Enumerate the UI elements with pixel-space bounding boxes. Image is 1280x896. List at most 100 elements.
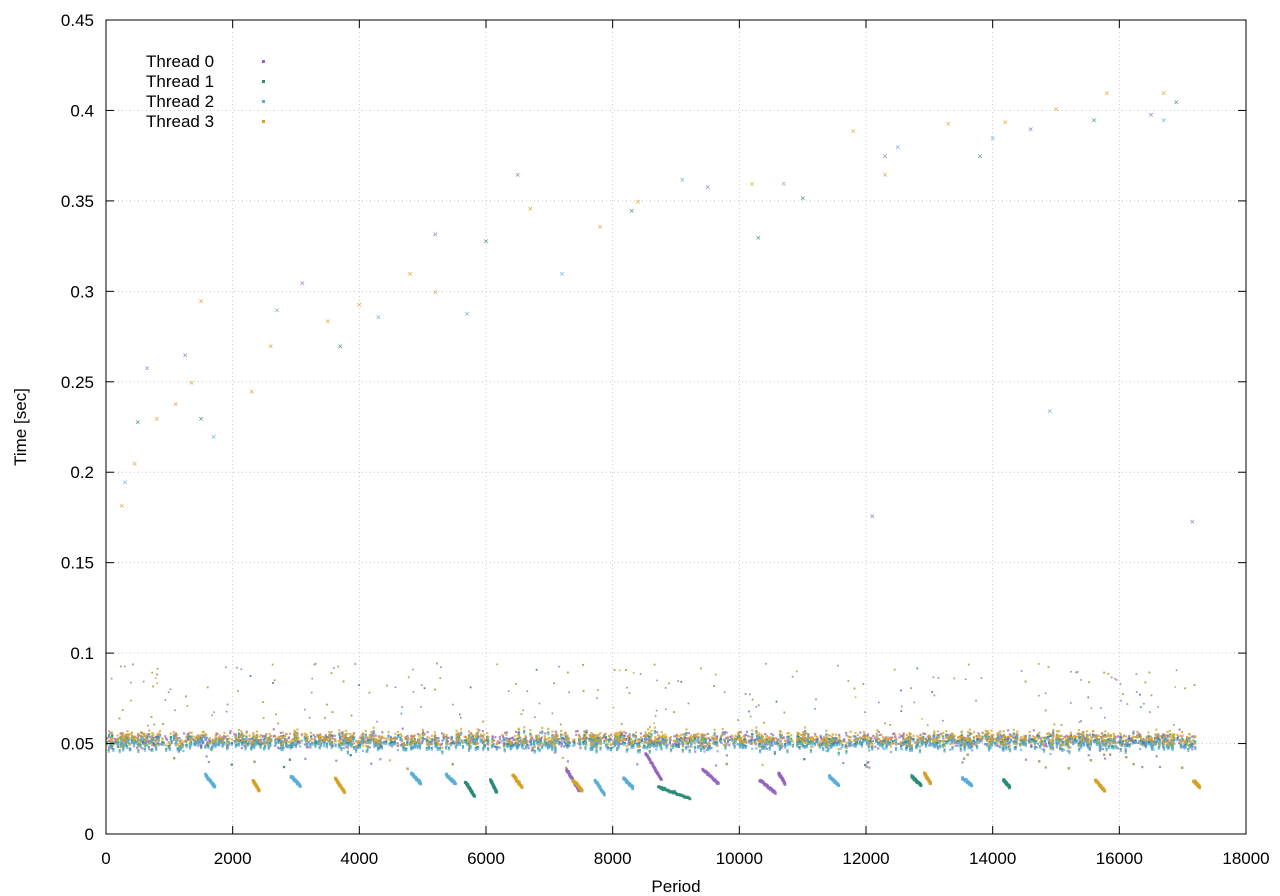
data-point xyxy=(728,744,731,747)
data-point xyxy=(820,745,823,748)
data-point xyxy=(268,743,272,747)
data-point xyxy=(283,738,287,741)
data-point xyxy=(305,746,308,749)
data-point xyxy=(1125,745,1128,748)
data-point xyxy=(1044,740,1047,743)
data-point xyxy=(987,749,991,752)
data-point xyxy=(584,746,587,749)
data-point xyxy=(433,738,437,741)
data-point xyxy=(583,741,587,744)
data-point xyxy=(169,736,172,739)
data-point xyxy=(883,740,886,743)
data-point xyxy=(624,731,627,735)
data-point xyxy=(1047,737,1050,740)
data-point xyxy=(658,745,661,748)
data-point xyxy=(902,741,905,745)
data-point xyxy=(403,747,407,750)
data-point xyxy=(306,743,309,746)
data-point xyxy=(950,740,954,743)
data-point xyxy=(451,778,455,782)
data-point xyxy=(1112,747,1115,750)
data-point xyxy=(838,741,841,744)
data-point xyxy=(1115,745,1118,748)
data-point xyxy=(200,746,203,749)
data-point xyxy=(708,748,711,751)
data-point xyxy=(615,739,618,742)
data-point xyxy=(243,745,246,748)
data-point xyxy=(383,742,386,745)
data-point xyxy=(505,737,508,740)
data-point xyxy=(822,739,826,742)
outlier-point: × xyxy=(274,306,280,314)
data-point xyxy=(936,735,940,739)
data-point xyxy=(1082,742,1086,746)
data-point xyxy=(786,737,789,740)
data-point xyxy=(949,748,952,751)
data-point xyxy=(1178,742,1181,745)
data-point xyxy=(939,744,942,747)
data-point xyxy=(584,740,587,743)
data-point xyxy=(584,748,587,751)
data-point xyxy=(295,739,298,742)
data-point xyxy=(694,739,697,743)
data-point xyxy=(615,740,619,743)
data-point xyxy=(347,743,350,746)
data-point xyxy=(1112,745,1115,748)
data-point xyxy=(826,746,829,749)
data-point xyxy=(688,741,692,744)
data-point xyxy=(968,732,971,735)
data-point xyxy=(482,742,485,745)
data-point xyxy=(918,737,921,740)
data-point xyxy=(1008,733,1011,736)
data-point xyxy=(877,747,880,750)
data-point xyxy=(265,740,268,743)
data-point xyxy=(655,748,658,751)
data-point xyxy=(776,741,779,744)
data-point xyxy=(1115,679,1118,681)
data-point xyxy=(148,733,151,736)
data-point xyxy=(207,738,210,741)
data-point xyxy=(1179,743,1182,746)
data-point xyxy=(942,737,945,740)
data-point xyxy=(418,747,422,750)
data-point xyxy=(830,746,833,749)
data-point xyxy=(460,733,463,736)
data-point xyxy=(860,737,863,740)
data-point xyxy=(879,743,882,746)
data-point xyxy=(477,747,480,750)
data-point xyxy=(1112,738,1115,741)
data-point xyxy=(825,735,828,738)
data-point xyxy=(214,746,217,749)
data-point xyxy=(772,739,775,742)
data-point xyxy=(786,735,789,739)
data-point xyxy=(1155,740,1158,743)
data-point xyxy=(1170,740,1173,743)
outlier-point: × xyxy=(135,419,141,427)
data-point xyxy=(1128,736,1131,740)
data-point xyxy=(425,748,428,751)
data-point xyxy=(347,745,350,748)
data-point xyxy=(1035,739,1038,743)
data-point xyxy=(1029,738,1033,741)
data-point xyxy=(368,746,372,749)
data-point xyxy=(168,748,171,752)
data-point xyxy=(547,733,550,736)
data-point xyxy=(378,747,381,750)
data-point xyxy=(906,740,909,743)
data-point xyxy=(984,742,987,746)
data-point xyxy=(960,741,963,744)
data-point xyxy=(289,744,292,747)
data-point xyxy=(314,662,317,665)
data-point xyxy=(967,734,970,737)
data-point xyxy=(412,691,415,693)
data-point xyxy=(187,732,190,736)
data-point xyxy=(688,751,691,754)
data-point xyxy=(453,780,456,784)
data-point xyxy=(841,745,844,748)
data-point xyxy=(609,737,612,740)
data-point xyxy=(814,707,817,710)
data-point xyxy=(481,730,484,733)
data-point xyxy=(508,740,511,743)
data-point xyxy=(109,743,112,747)
